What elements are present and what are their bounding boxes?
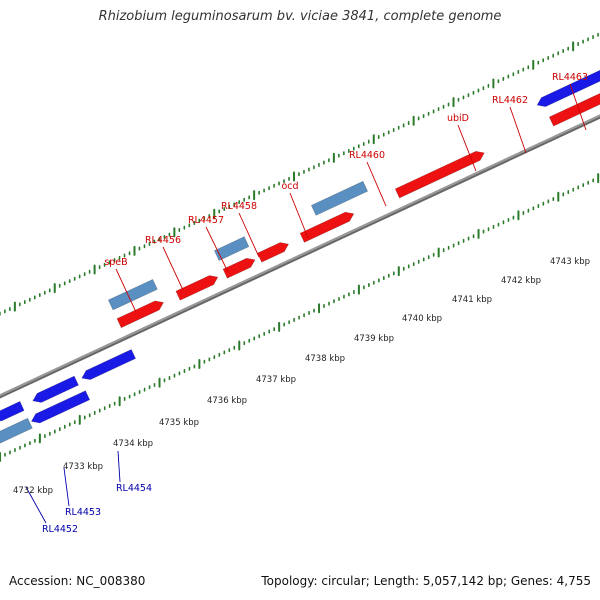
label-leader — [457, 124, 477, 172]
gene-label-rl4457: RL4457 — [188, 215, 224, 226]
forward-gene-box[interactable] — [310, 180, 369, 216]
kbp-label: 4739 kbp — [354, 334, 394, 344]
forward-cds-arrow[interactable] — [257, 242, 290, 263]
forward-cds-arrow[interactable] — [548, 79, 600, 127]
kbp-label: 4732 kbp — [13, 486, 53, 496]
kbp-label: 4741 kbp — [452, 295, 492, 305]
forward-gene-box[interactable] — [107, 278, 158, 311]
gene-label-rl4456: RL4456 — [145, 235, 181, 246]
label-leader — [115, 268, 137, 313]
kbp-label: 4737 kbp — [256, 375, 296, 385]
tick-dots — [0, 32, 600, 463]
kbp-scale-labels: 4732 kbp 4733 kbp 4734 kbp 4735 kbp 4736 kbp… — [13, 257, 590, 496]
label-leader — [569, 83, 587, 131]
kbp-label: 4735 kbp — [159, 418, 199, 428]
reverse-cds-arrow[interactable] — [32, 375, 79, 403]
label-leader — [63, 467, 70, 507]
gene-labels: speB RL4456 RL4457 RL4458 ocd RL4460 ubiD RL446… — [42, 72, 588, 535]
label-leader — [162, 246, 184, 291]
gene-features[interactable] — [0, 0, 600, 458]
label-leader — [366, 161, 387, 207]
label-leader — [205, 226, 229, 273]
label-leader — [509, 106, 527, 154]
gene-label-rl4458: RL4458 — [221, 201, 257, 212]
reverse-cds-arrow[interactable] — [81, 349, 136, 380]
gene-label-rl4460: RL4460 — [349, 150, 385, 161]
reverse-cds-arrow[interactable] — [0, 401, 25, 422]
kbp-label: 4738 kbp — [305, 354, 345, 364]
gene-label-rl4463: RL4463 — [552, 72, 588, 83]
gene-label-rl4454: RL4454 — [116, 483, 152, 494]
topology-text: Topology: circular; Length: 5,057,142 bp… — [261, 574, 591, 588]
backbone-highlight — [0, 114, 600, 397]
kbp-label: 4734 kbp — [113, 439, 153, 449]
kbp-label: 4733 kbp — [63, 462, 103, 472]
forward-gene-box[interactable] — [213, 236, 250, 261]
label-leader — [117, 450, 121, 483]
genome-backbone — [0, 114, 600, 399]
reverse-gene-box[interactable] — [0, 417, 33, 458]
map-title: Rhizobium leguminosarum bv. viciae 3841,… — [98, 9, 502, 24]
gene-label-rl4453: RL4453 — [65, 507, 101, 518]
gene-label-rl4462: RL4462 — [492, 95, 528, 106]
forward-cds-arrow[interactable] — [299, 211, 355, 243]
forward-cds-arrow[interactable] — [394, 150, 485, 199]
reverse-cds-arrow[interactable] — [536, 56, 600, 107]
label-leader — [289, 192, 309, 239]
label-leader — [25, 486, 47, 524]
forward-cds-arrow[interactable] — [175, 275, 219, 301]
forward-cds-arrow[interactable] — [222, 257, 256, 279]
kbp-label: 4736 kbp — [207, 396, 247, 406]
kbp-label: 4740 kbp — [402, 314, 442, 324]
gene-label-ubid: ubiD — [447, 113, 469, 124]
kbp-label: 4743 kbp — [550, 257, 590, 267]
label-leader-lines — [25, 83, 587, 524]
label-leader — [238, 212, 260, 258]
accession-text: Accession: NC_008380 — [9, 574, 146, 588]
forward-cds-arrow[interactable] — [116, 300, 164, 329]
kbp-label: 4742 kbp — [501, 276, 541, 286]
gene-label-ocd: ocd — [281, 181, 298, 192]
reverse-cds-arrow[interactable] — [30, 390, 91, 424]
gene-label-rl4452: RL4452 — [42, 524, 78, 535]
gene-label-speb: speB — [104, 257, 127, 268]
